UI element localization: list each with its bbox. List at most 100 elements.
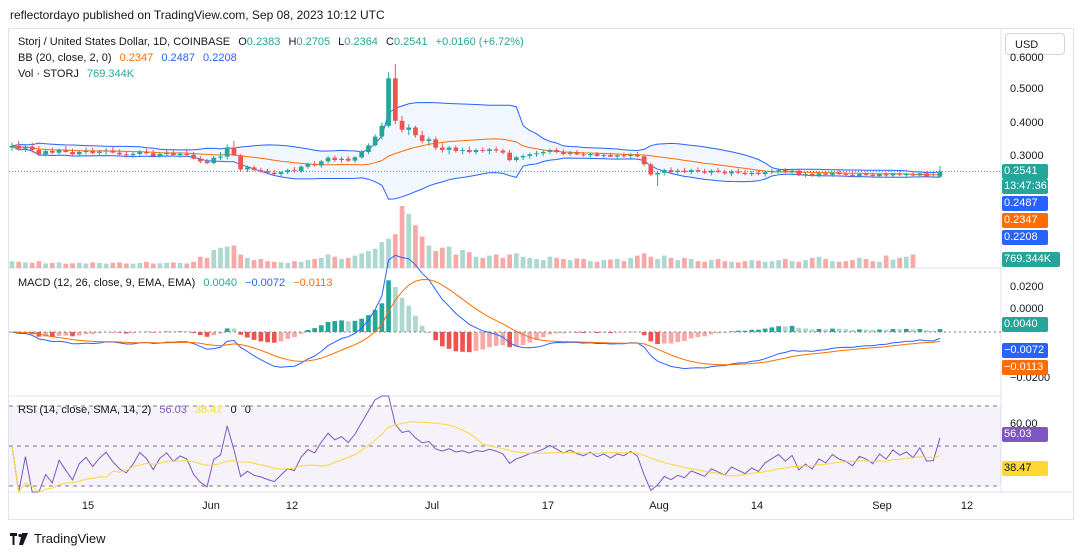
- macd-histogram-bar: [393, 287, 398, 332]
- candle-body: [729, 171, 734, 174]
- macd-histogram-bar: [857, 329, 862, 332]
- macd-histogram-bar: [312, 328, 317, 332]
- volume-bar: [319, 257, 324, 268]
- volume-bar: [56, 262, 62, 268]
- volume-bar: [245, 257, 250, 268]
- volume-bar: [43, 263, 48, 268]
- volume-bar: [783, 259, 788, 268]
- volume-bar: [9, 261, 15, 268]
- volume-bar: [124, 263, 129, 268]
- candle-body: [419, 135, 425, 141]
- volume-bar: [729, 261, 734, 268]
- volume-bar: [150, 263, 156, 268]
- macd-histogram-bar: [735, 330, 741, 332]
- volume-bar: [63, 263, 69, 268]
- candle-body: [520, 156, 526, 158]
- volume-label: Vol · STORJ: [18, 68, 79, 80]
- macd-histogram-bar: [325, 321, 331, 332]
- volume-bar: [211, 250, 217, 268]
- macd-histogram-bar: [298, 332, 304, 334]
- candle-body: [581, 154, 586, 156]
- candle-body: [137, 152, 143, 154]
- candle-body: [574, 152, 580, 155]
- volume-bar: [386, 238, 391, 268]
- candle-body: [218, 156, 223, 158]
- volume-legend: Vol · STORJ 769.344K: [18, 68, 139, 80]
- time-tick: Aug: [649, 500, 669, 512]
- volume-bar: [312, 259, 317, 268]
- candle-body: [466, 150, 472, 152]
- low-value: 0.2364: [344, 36, 378, 48]
- volume-bar: [749, 260, 755, 268]
- macd-histogram-bar: [292, 332, 297, 338]
- candle-body: [386, 78, 391, 126]
- macd-histogram-bar: [332, 321, 338, 332]
- macd-histogram-bar: [197, 332, 203, 336]
- candle-body: [830, 172, 835, 175]
- candle-body: [117, 152, 122, 155]
- price-tick: 0.5000: [1010, 83, 1044, 95]
- macd-histogram-bar: [863, 329, 869, 332]
- volume-bar: [514, 253, 519, 268]
- candle-body: [527, 154, 533, 156]
- candle-body: [904, 174, 909, 176]
- candle-body: [406, 127, 412, 130]
- volume-bar: [601, 260, 607, 268]
- bb-label: BB (20, close, 2, 0): [18, 52, 112, 64]
- price-tick: 0.4000: [1010, 117, 1044, 129]
- footer: TradingView: [10, 531, 106, 546]
- time-tick: Jul: [424, 500, 440, 512]
- macd-histogram-bar: [688, 332, 694, 339]
- candle-body: [460, 150, 465, 151]
- volume-bar: [480, 257, 486, 268]
- macd-histogram-bar: [789, 325, 795, 332]
- volume-bar: [103, 263, 109, 268]
- bb-basis-value: 0.2347: [119, 52, 154, 64]
- macd-histogram-bar: [601, 332, 607, 333]
- candle-body: [238, 155, 243, 170]
- macd-histogram-bar: [635, 331, 640, 333]
- candle-body: [366, 145, 371, 152]
- macd-histogram-bar: [762, 328, 768, 332]
- candle-body: [668, 170, 674, 173]
- volume-bar: [413, 225, 418, 268]
- macd-histogram-bar: [883, 329, 889, 332]
- macd-histogram-bar: [144, 331, 149, 333]
- volume-bar: [238, 254, 243, 268]
- macd-histogram-bar: [238, 332, 243, 335]
- candle-body: [379, 125, 385, 137]
- candle-body: [843, 174, 849, 176]
- volume-bar: [877, 261, 882, 268]
- candle-body: [16, 145, 22, 149]
- macd-histogram-bar: [830, 328, 835, 332]
- candle-body: [890, 173, 896, 176]
- chart-frame[interactable]: [8, 28, 1074, 520]
- currency-button[interactable]: USD: [1005, 33, 1065, 55]
- macd-histogram-bar: [487, 332, 492, 348]
- candle-body: [399, 120, 405, 130]
- candle-body: [352, 157, 358, 161]
- macd-histogram-bar: [729, 331, 734, 332]
- macd-histogram-bar: [319, 325, 324, 332]
- volume-bar: [97, 263, 102, 268]
- macd-histogram-bar: [924, 330, 929, 332]
- candle-body: [588, 154, 593, 156]
- rsi-line: [11, 395, 941, 493]
- macd-signal-value: −0.0113: [293, 277, 333, 289]
- volume-bar: [588, 261, 593, 268]
- candle-body: [756, 172, 761, 175]
- volume-bar: [171, 262, 176, 268]
- candle-body: [271, 172, 277, 175]
- candle-body: [325, 157, 331, 162]
- macd-histogram-bar: [110, 332, 116, 333]
- time-tick: Sep: [872, 500, 892, 512]
- macd-histogram-bar: [339, 320, 344, 332]
- macd-histogram-bar: [446, 332, 452, 349]
- volume-bar: [83, 263, 89, 268]
- candle-body: [245, 167, 250, 170]
- volume-bar: [399, 206, 405, 268]
- volume-bar: [271, 261, 277, 268]
- candle-body: [473, 150, 479, 152]
- volume-bar: [110, 262, 116, 268]
